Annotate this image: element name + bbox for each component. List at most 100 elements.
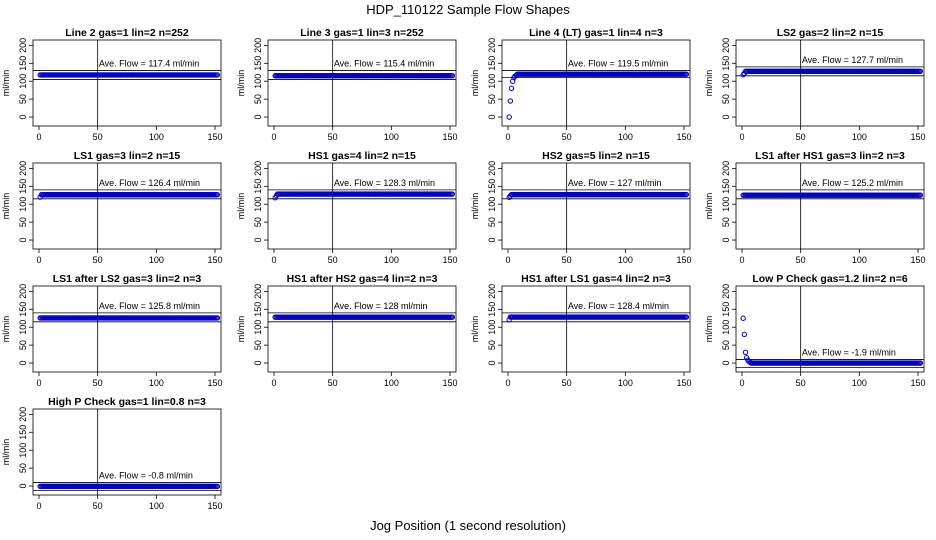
- annotation-ave-flow: Ave. Flow = -1.9 ml/min: [802, 347, 896, 357]
- x-tick-label: 150: [442, 378, 457, 388]
- panel-12: Low P Check gas=1.2 lin=2 n=6 ml/min 0 50 10…: [704, 273, 926, 388]
- y-tick-label: 0: [18, 238, 28, 243]
- x-tick-label: 0: [36, 132, 41, 142]
- x-tick-label: 50: [328, 378, 338, 388]
- y-tick-label: 100: [721, 197, 731, 212]
- panel-4: LS2 gas=2 lin=2 n=15 ml/min 0 50 100 150 200 0 5…: [704, 27, 926, 142]
- x-tick-label: 150: [207, 501, 222, 511]
- plot-frame: [735, 162, 925, 250]
- panel-2: Line 3 gas=1 lin=3 n=252 ml/min 0 50 100 150 2…: [236, 27, 458, 142]
- panel-title: LS1 after HS1 gas=3 lin=2 n=3: [755, 150, 905, 162]
- data-point: [508, 85, 515, 92]
- panel-title: LS1 after LS2 gas=3 lin=2 n=3: [53, 273, 202, 285]
- data-point: [214, 483, 221, 490]
- x-tick-label: 150: [207, 255, 222, 265]
- data-point: [214, 192, 221, 198]
- y-axis-label: ml/min: [236, 316, 246, 343]
- y-tick-label: 50: [721, 340, 731, 350]
- plot-frame: [32, 162, 222, 250]
- y-tick-label: 100: [18, 443, 28, 458]
- panel-title: LS2 gas=2 lin=2 n=15: [777, 27, 884, 39]
- x-tick-label: 50: [93, 501, 103, 511]
- annotation-ave-flow: Ave. Flow = 127 ml/min: [568, 178, 662, 188]
- y-tick-label: 0: [253, 115, 263, 120]
- panel-title: Line 3 gas=1 lin=3 n=252: [300, 27, 424, 39]
- x-tick-label: 150: [207, 378, 222, 388]
- y-tick-label: 100: [253, 320, 263, 335]
- plot-frame: [267, 285, 457, 373]
- x-tick-label: 0: [271, 378, 276, 388]
- y-axis-label: ml/min: [1, 316, 11, 343]
- panel-3: Line 4 (LT) gas=1 lin=4 n=3 ml/min 0 50 100 1…: [470, 27, 692, 142]
- data-point: [740, 315, 746, 321]
- data-point: [917, 192, 924, 198]
- x-tick-label: 50: [328, 132, 338, 142]
- y-axis-label: ml/min: [470, 70, 480, 97]
- y-tick-label: 100: [487, 320, 497, 335]
- y-tick-label: 200: [721, 38, 731, 53]
- y-tick-label: 0: [253, 361, 263, 366]
- panel-6: HS1 gas=4 lin=2 n=15 ml/min 0 50 100 150 200 0 5…: [236, 150, 458, 265]
- y-axis-label: ml/min: [236, 193, 246, 220]
- data-point: [214, 72, 221, 78]
- y-tick-label: 150: [721, 56, 731, 71]
- y-tick-label: 100: [721, 320, 731, 335]
- y-tick-label: 200: [253, 284, 263, 299]
- data-point: [741, 331, 748, 338]
- y-axis-label: ml/min: [704, 70, 714, 97]
- panel-10: HS1 after HS2 gas=4 lin=2 n=3 ml/min 0 50 10…: [236, 273, 458, 388]
- x-axis-label: Jog Position (1 second resolution): [370, 518, 566, 533]
- y-tick-label: 50: [18, 217, 28, 227]
- y-tick-label: 0: [721, 238, 731, 243]
- plot-frame: [735, 285, 925, 373]
- x-tick-label: 0: [505, 255, 510, 265]
- y-tick-label: 0: [487, 361, 497, 366]
- plot-frame: [32, 285, 222, 373]
- y-tick-label: 150: [253, 302, 263, 317]
- plot-frame: [267, 39, 457, 127]
- y-tick-label: 200: [721, 161, 731, 176]
- x-tick-label: 0: [739, 378, 744, 388]
- y-tick-label: 0: [721, 361, 731, 366]
- y-tick-label: 200: [18, 161, 28, 176]
- y-tick-label: 100: [721, 74, 731, 89]
- x-tick-label: 0: [36, 501, 41, 511]
- plot-frame: [501, 285, 691, 373]
- y-tick-label: 200: [487, 38, 497, 53]
- y-tick-label: 150: [721, 179, 731, 194]
- x-tick-label: 50: [796, 132, 806, 142]
- x-tick-label: 50: [796, 255, 806, 265]
- y-axis-label: ml/min: [470, 316, 480, 343]
- y-tick-label: 150: [18, 179, 28, 194]
- x-tick-label: 0: [36, 255, 41, 265]
- y-tick-label: 200: [253, 161, 263, 176]
- y-tick-label: 0: [487, 115, 497, 120]
- y-tick-label: 150: [18, 425, 28, 440]
- x-tick-label: 100: [618, 132, 633, 142]
- y-tick-label: 50: [18, 340, 28, 350]
- panel-title: HS1 gas=4 lin=2 n=15: [308, 150, 416, 162]
- y-tick-label: 150: [18, 56, 28, 71]
- data-point: [743, 354, 750, 361]
- x-tick-label: 150: [442, 255, 457, 265]
- y-tick-label: 100: [18, 197, 28, 212]
- x-tick-label: 0: [739, 132, 744, 142]
- y-tick-label: 150: [487, 302, 497, 317]
- data-point: [683, 191, 690, 198]
- annotation-ave-flow: Ave. Flow = -0.8 ml/min: [99, 470, 193, 480]
- panel-title: Line 4 (LT) gas=1 lin=4 n=3: [529, 27, 663, 39]
- x-tick-label: 150: [676, 255, 691, 265]
- data-point: [507, 98, 514, 104]
- x-tick-label: 150: [676, 378, 691, 388]
- panel-title: HS1 after LS1 gas=4 lin=2 n=3: [521, 273, 671, 285]
- x-tick-label: 50: [562, 132, 572, 142]
- annotation-ave-flow: Ave. Flow = 125.8 ml/min: [99, 301, 200, 311]
- y-axis-label: ml/min: [236, 70, 246, 97]
- y-tick-label: 0: [721, 115, 731, 120]
- y-tick-label: 0: [253, 238, 263, 243]
- y-tick-label: 150: [487, 56, 497, 71]
- y-tick-label: 100: [487, 197, 497, 212]
- y-tick-label: 200: [18, 284, 28, 299]
- y-tick-label: 50: [253, 217, 263, 227]
- panel-7: HS2 gas=5 lin=2 n=15 ml/min 0 50 100 150 200 0 5…: [470, 150, 692, 265]
